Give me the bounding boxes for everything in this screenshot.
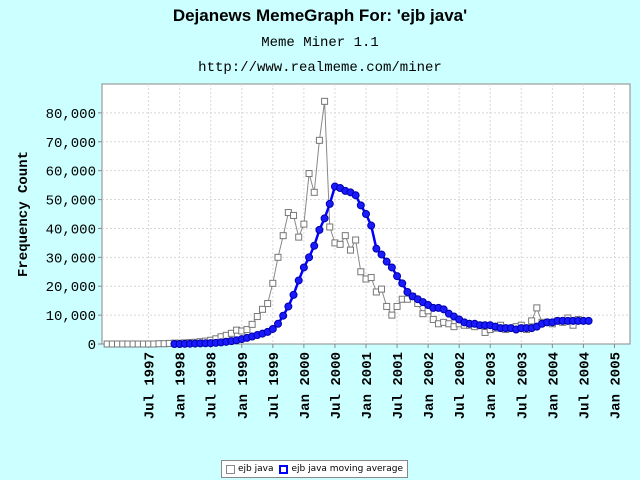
average-point bbox=[367, 221, 376, 230]
y-tick-label: 0 bbox=[88, 338, 96, 354]
average-point bbox=[320, 214, 329, 223]
y-tick-label: 40,000 bbox=[46, 222, 96, 238]
raw-point bbox=[300, 220, 308, 228]
x-tick-label: Jan 1999 bbox=[236, 352, 252, 419]
legend-item-average: ejb java moving average bbox=[279, 464, 403, 474]
average-point bbox=[279, 311, 288, 320]
average-point bbox=[299, 263, 308, 272]
raw-point bbox=[346, 246, 354, 254]
x-tick-label: Jul 1998 bbox=[205, 352, 221, 419]
average-point bbox=[393, 272, 402, 281]
average-point bbox=[294, 276, 303, 285]
average-point bbox=[403, 288, 412, 296]
y-axis-label: Frequency Count bbox=[16, 151, 32, 277]
raw-point bbox=[528, 317, 536, 325]
y-tick-label: 70,000 bbox=[46, 136, 96, 152]
raw-point bbox=[352, 236, 360, 244]
average-point bbox=[351, 191, 360, 200]
x-tick-label: Jan 2004 bbox=[546, 352, 562, 419]
raw-point bbox=[341, 232, 349, 240]
x-tick-label: Jul 2003 bbox=[515, 352, 531, 419]
raw-point bbox=[248, 320, 256, 328]
x-tick-label: Jul 2004 bbox=[577, 352, 593, 419]
raw-point bbox=[367, 274, 375, 282]
raw-point bbox=[305, 170, 313, 178]
raw-point bbox=[310, 188, 318, 196]
x-tick-label: Jan 2002 bbox=[422, 352, 438, 419]
y-tick-label: 60,000 bbox=[46, 165, 96, 181]
raw-point bbox=[274, 253, 282, 261]
raw-point bbox=[429, 315, 437, 323]
x-tick-label: Jul 2001 bbox=[391, 352, 407, 419]
raw-point bbox=[279, 232, 287, 240]
x-tick-label: Jan 2001 bbox=[360, 352, 376, 419]
average-point bbox=[310, 241, 319, 250]
square-marker-icon bbox=[226, 464, 235, 474]
average-point bbox=[372, 244, 381, 253]
y-tick-label: 20,000 bbox=[46, 280, 96, 296]
raw-point bbox=[295, 233, 303, 241]
raw-point bbox=[383, 302, 391, 310]
average-point bbox=[584, 316, 593, 325]
x-tick-label: Jan 2000 bbox=[298, 352, 314, 419]
raw-point bbox=[253, 313, 261, 321]
average-point bbox=[284, 302, 293, 311]
x-tick-label: Jul 2000 bbox=[329, 352, 345, 419]
legend-label-average: ejb java moving average bbox=[291, 464, 404, 474]
raw-point bbox=[258, 305, 266, 313]
raw-point bbox=[315, 136, 323, 144]
legend-item-raw: ejb java bbox=[226, 464, 273, 474]
x-tick-label: Jul 1999 bbox=[267, 352, 283, 419]
chart-subtitle: Meme Miner 1.1 bbox=[261, 35, 379, 51]
average-point bbox=[398, 279, 407, 288]
y-tick-label: 10,000 bbox=[46, 309, 96, 325]
raw-point bbox=[264, 300, 272, 308]
y-tick-label: 30,000 bbox=[46, 251, 96, 267]
average-point bbox=[356, 201, 365, 210]
raw-point bbox=[378, 285, 386, 293]
average-point bbox=[274, 319, 282, 328]
y-tick-label: 50,000 bbox=[46, 194, 96, 210]
raw-point bbox=[290, 211, 298, 219]
x-tick-label: Jan 1998 bbox=[174, 352, 190, 419]
legend-label-raw: ejb java bbox=[238, 464, 274, 474]
x-tick-label: Jul 2002 bbox=[453, 352, 469, 419]
x-tick-label: Jan 2003 bbox=[484, 352, 500, 419]
raw-point bbox=[388, 311, 396, 319]
circle-marker-icon bbox=[279, 464, 289, 474]
raw-point bbox=[357, 268, 365, 276]
average-point bbox=[268, 324, 277, 333]
average-point bbox=[289, 290, 298, 299]
raw-point bbox=[269, 279, 277, 287]
chart-url: http://www.realmeme.com/miner bbox=[198, 60, 442, 76]
average-point bbox=[377, 250, 386, 259]
raw-point bbox=[321, 97, 329, 105]
legend: ejb java ejb java moving average bbox=[221, 460, 409, 478]
raw-point bbox=[393, 302, 401, 310]
x-tick-label: Jul 1997 bbox=[143, 352, 159, 419]
raw-point bbox=[243, 326, 251, 334]
average-point bbox=[439, 305, 448, 314]
y-tick-label: 80,000 bbox=[46, 107, 96, 123]
average-point bbox=[315, 225, 324, 234]
average-point bbox=[325, 199, 334, 208]
average-point bbox=[382, 257, 391, 266]
average-point bbox=[362, 210, 370, 218]
chart-title: Dejanews MemeGraph For: 'ejb java' bbox=[172, 6, 468, 25]
x-tick-label: Jan 2005 bbox=[608, 352, 624, 419]
average-point bbox=[305, 253, 314, 262]
average-point bbox=[387, 263, 396, 272]
raw-point bbox=[336, 240, 344, 248]
raw-point bbox=[533, 304, 541, 312]
raw-point bbox=[326, 223, 334, 231]
